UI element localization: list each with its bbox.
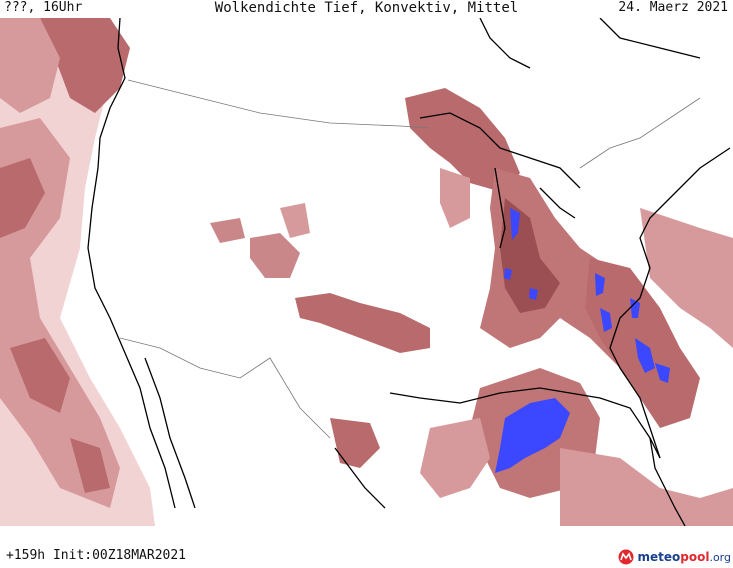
logo-meteo-text: meteo [637, 550, 681, 564]
meteopool-logo-icon [618, 549, 634, 565]
gulf-coastline [334, 387, 661, 509]
great-lakes-shoreline [419, 112, 581, 249]
convective-small [504, 268, 538, 300]
map-footer: +159h Init:00Z18MAR2021 meteopool.org [0, 526, 733, 566]
location-time-label: ???, 16Uhr [4, 0, 83, 15]
pacific-cloud-dense [0, 158, 110, 493]
pacific-coastline [87, 18, 176, 509]
forecast-date: 24. Maerz 2021 [618, 0, 728, 15]
convective-gulf [495, 398, 570, 473]
florida-coastline [649, 437, 686, 526]
logo-wordmark: meteopool.org [637, 550, 731, 564]
meteopool-logo[interactable]: meteopool.org [618, 546, 731, 568]
country-borders [119, 79, 701, 439]
plains-cloud-bands [210, 203, 430, 353]
nw-coast-cloud-light [0, 18, 60, 113]
convective-cells [495, 208, 670, 473]
us-canada-east-border [579, 97, 701, 169]
logo-pool-text: pool [680, 550, 710, 564]
convective-georgia [635, 338, 670, 383]
great-lakes-clouds [405, 88, 520, 228]
nw-coast-cloud [40, 18, 130, 113]
east-coastline [609, 147, 731, 459]
logo-tld-text: .org [709, 551, 731, 564]
pacific-cloud-field [0, 18, 155, 526]
us-canada-border [127, 79, 431, 129]
map-title: Wolkendichte Tief, Konvektiv, Mittel [214, 0, 519, 16]
coastlines [87, 18, 731, 526]
convective-ohio [510, 208, 520, 240]
convective-carolina [595, 273, 640, 332]
model-run-info: +159h Init:00Z18MAR2021 [6, 548, 187, 563]
caribbean-clouds [560, 448, 733, 526]
baja-coastline [144, 357, 196, 509]
hudson-bay-shoreline [479, 18, 701, 69]
us-mexico-border [119, 337, 331, 439]
cloud-density-map [0, 18, 733, 526]
map-header: ???, 16Uhr Wolkendichte Tief, Konvektiv,… [0, 0, 733, 18]
